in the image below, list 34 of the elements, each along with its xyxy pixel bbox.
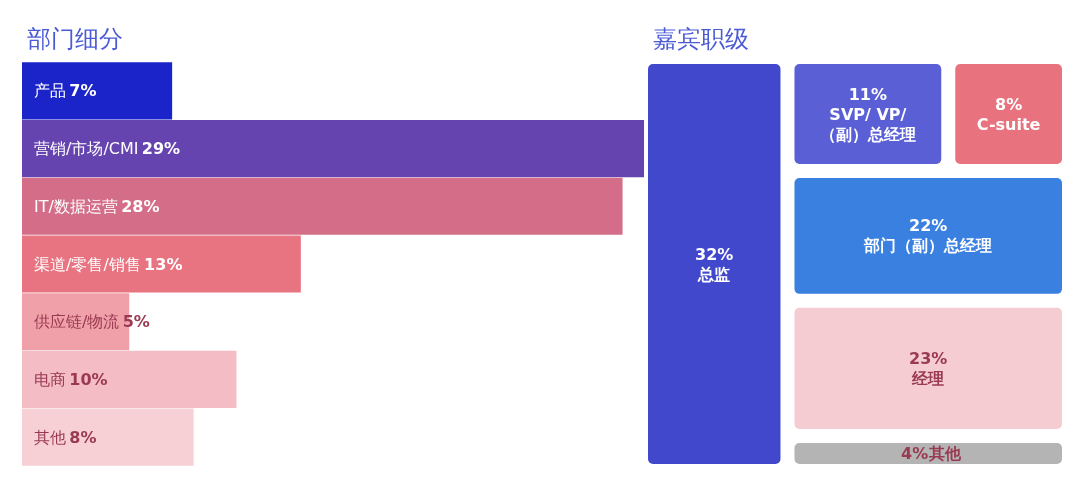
text: 嘉宾职级 bbox=[653, 25, 749, 53]
category-label: 营销/市场/CMI bbox=[34, 139, 139, 159]
category-label: 部门（副）总经理 bbox=[863, 236, 993, 256]
category-label: C-suite bbox=[976, 114, 1041, 134]
data-label: 10% bbox=[69, 369, 108, 389]
data-label: 7% bbox=[69, 81, 97, 101]
data-label: 28% bbox=[121, 196, 160, 216]
data-label: 23% bbox=[909, 348, 948, 368]
data-label: 29% bbox=[141, 139, 181, 159]
category-label: IT/数据运营 bbox=[34, 196, 118, 216]
category-label: SVP/ VP/ （副）总经理 bbox=[819, 104, 916, 144]
category-label: 总监 bbox=[697, 264, 731, 284]
data-label: 5% bbox=[122, 312, 150, 332]
data-label: 32% bbox=[695, 244, 734, 264]
category-label: 其他 bbox=[928, 443, 963, 463]
category-label: 渠道/零售/销售 bbox=[34, 254, 141, 274]
data-label: 8% bbox=[69, 427, 97, 447]
category-label: 供应链/物流 bbox=[34, 312, 120, 332]
data-label: 8% bbox=[995, 94, 1023, 114]
bar bbox=[22, 177, 623, 235]
bar bbox=[22, 408, 194, 466]
data-label: 13% bbox=[144, 254, 183, 274]
bar bbox=[22, 350, 237, 408]
category-label: 其他 bbox=[34, 427, 66, 447]
bar bbox=[22, 62, 173, 120]
bar bbox=[22, 120, 644, 178]
data-label: 4% bbox=[901, 443, 929, 463]
data-label: 22% bbox=[909, 216, 948, 236]
bar bbox=[22, 235, 301, 293]
category-label: 经理 bbox=[911, 368, 945, 388]
category-label: 电商 bbox=[34, 369, 66, 389]
category-label: 产品 bbox=[34, 81, 66, 101]
chart-title: 部门细分 bbox=[27, 25, 123, 53]
data-label: 11% bbox=[848, 84, 888, 104]
